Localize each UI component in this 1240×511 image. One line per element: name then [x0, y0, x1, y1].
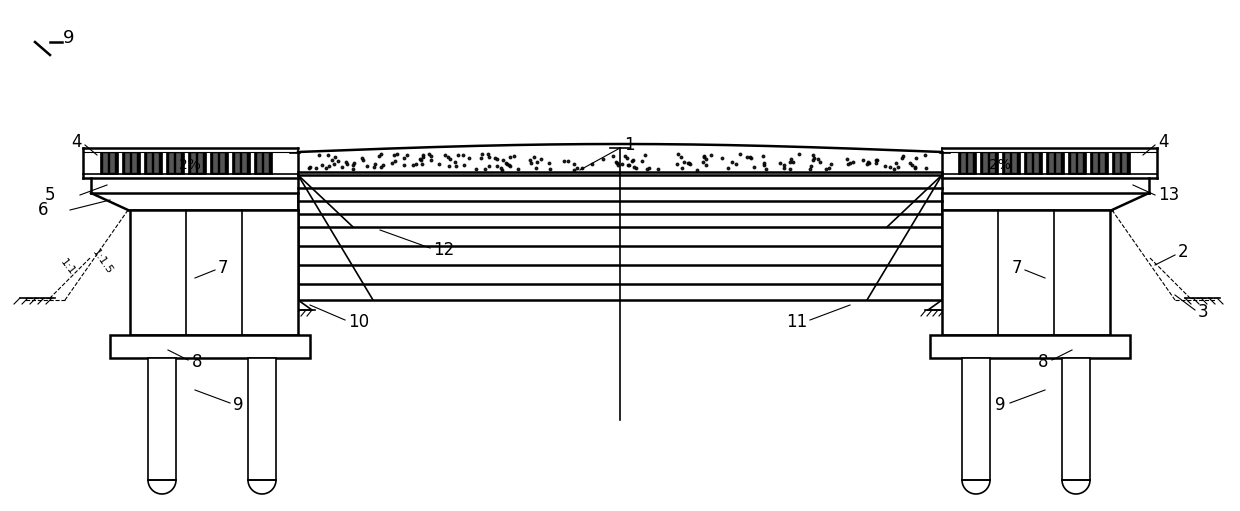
Polygon shape	[144, 152, 162, 174]
Text: 1:1.5: 1:1.5	[89, 247, 114, 276]
Polygon shape	[242, 153, 247, 173]
Polygon shape	[130, 210, 298, 335]
Polygon shape	[1034, 153, 1039, 173]
Polygon shape	[1100, 153, 1105, 173]
Polygon shape	[990, 153, 994, 173]
Text: 8: 8	[192, 353, 202, 371]
Text: 1:1: 1:1	[58, 257, 77, 277]
Polygon shape	[1061, 358, 1090, 480]
Polygon shape	[961, 153, 966, 173]
Polygon shape	[959, 152, 976, 174]
Polygon shape	[254, 152, 272, 174]
Polygon shape	[122, 152, 140, 174]
Polygon shape	[148, 358, 176, 480]
Polygon shape	[1004, 153, 1011, 173]
Text: 2%: 2%	[990, 158, 1011, 172]
Polygon shape	[1115, 153, 1120, 173]
Polygon shape	[1012, 153, 1017, 173]
Polygon shape	[1024, 152, 1042, 174]
Polygon shape	[169, 153, 174, 173]
Polygon shape	[1078, 153, 1083, 173]
Polygon shape	[1090, 152, 1109, 174]
Text: 3: 3	[1198, 303, 1209, 321]
Text: 6: 6	[37, 201, 48, 219]
Text: 1: 1	[624, 136, 635, 154]
Polygon shape	[148, 153, 153, 173]
Polygon shape	[100, 152, 118, 174]
Polygon shape	[1056, 153, 1061, 173]
Polygon shape	[968, 153, 973, 173]
Polygon shape	[1071, 153, 1076, 173]
Polygon shape	[1092, 153, 1097, 173]
Polygon shape	[210, 152, 228, 174]
Text: 13: 13	[1158, 186, 1179, 204]
Polygon shape	[232, 152, 250, 174]
Polygon shape	[236, 153, 241, 173]
Polygon shape	[1049, 153, 1054, 173]
Polygon shape	[131, 153, 136, 173]
Text: 11: 11	[786, 313, 807, 331]
Text: 9: 9	[994, 396, 1004, 414]
Polygon shape	[188, 152, 206, 174]
Polygon shape	[942, 210, 1110, 335]
Polygon shape	[191, 153, 196, 173]
Polygon shape	[198, 153, 203, 173]
Polygon shape	[980, 152, 998, 174]
Text: 2%: 2%	[179, 158, 201, 172]
Polygon shape	[1047, 152, 1064, 174]
Polygon shape	[176, 153, 181, 173]
Polygon shape	[1122, 153, 1127, 173]
Polygon shape	[962, 358, 990, 480]
Text: 9: 9	[233, 396, 243, 414]
Polygon shape	[930, 335, 1130, 358]
Polygon shape	[110, 335, 310, 358]
Text: 7: 7	[1012, 259, 1022, 277]
Text: 10: 10	[348, 313, 370, 331]
Polygon shape	[110, 153, 115, 173]
Text: 9: 9	[63, 29, 74, 47]
Text: 2: 2	[1178, 243, 1189, 261]
Text: 12: 12	[433, 241, 454, 259]
Polygon shape	[248, 358, 277, 480]
Polygon shape	[166, 152, 184, 174]
Polygon shape	[103, 153, 108, 173]
Polygon shape	[1112, 152, 1130, 174]
Polygon shape	[154, 153, 159, 173]
Text: 4: 4	[72, 133, 82, 151]
Polygon shape	[1002, 152, 1021, 174]
Polygon shape	[983, 153, 988, 173]
Polygon shape	[264, 153, 269, 173]
Polygon shape	[1068, 152, 1086, 174]
Polygon shape	[219, 153, 224, 173]
Text: 8: 8	[1038, 353, 1048, 371]
Polygon shape	[213, 153, 218, 173]
Text: 7: 7	[218, 259, 228, 277]
Polygon shape	[257, 153, 262, 173]
Polygon shape	[125, 153, 130, 173]
Text: 4: 4	[1158, 133, 1168, 151]
Polygon shape	[1027, 153, 1032, 173]
Text: 5: 5	[45, 186, 55, 204]
